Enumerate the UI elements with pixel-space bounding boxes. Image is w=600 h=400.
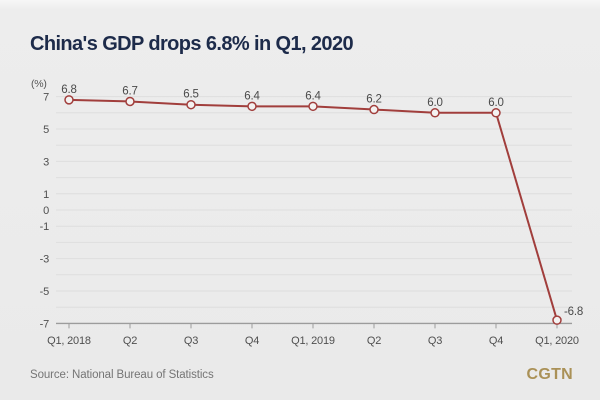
data-point-label: -6.8 bbox=[564, 306, 583, 318]
cgtn-logo: CGTN bbox=[526, 366, 573, 383]
x-axis-tick-label: Q2 bbox=[367, 335, 381, 347]
data-point-marker bbox=[64, 95, 74, 105]
x-axis-tick-label: Q1, 2020 bbox=[535, 335, 579, 347]
y-axis-tick-label: 5 bbox=[43, 124, 49, 136]
chart-title: China's GDP drops 6.8% in Q1, 2020 bbox=[30, 33, 354, 55]
y-axis-tick-label: 7 bbox=[43, 92, 49, 104]
y-axis-tick-label: 1 bbox=[43, 189, 49, 201]
data-point-marker bbox=[186, 99, 196, 110]
data-point-marker bbox=[125, 96, 135, 107]
data-point-label: 6.0 bbox=[427, 97, 442, 109]
x-axis-tick-label: Q3 bbox=[184, 335, 198, 347]
y-axis-tick-label: -3 bbox=[40, 254, 49, 266]
data-point-label: 6.4 bbox=[244, 90, 260, 102]
data-point-marker bbox=[430, 108, 440, 118]
y-axis-unit-label: (%) bbox=[31, 78, 47, 90]
data-point-marker bbox=[552, 315, 562, 325]
source-note: Source: National Bureau of Statistics bbox=[30, 369, 214, 381]
data-point-marker bbox=[247, 101, 257, 112]
x-axis-tick-label: Q2 bbox=[123, 335, 137, 347]
data-point-label: 6.2 bbox=[366, 94, 381, 106]
data-point-label: 6.4 bbox=[305, 90, 321, 102]
y-axis-tick-label: 3 bbox=[43, 156, 49, 168]
data-point-marker bbox=[369, 104, 379, 115]
data-point-label: 6.7 bbox=[122, 85, 137, 97]
x-axis-tick-label: Q1, 2018 bbox=[47, 335, 91, 347]
x-axis-tick-label: Q3 bbox=[428, 335, 442, 347]
data-point-label: 6.5 bbox=[183, 89, 198, 101]
data-point-marker bbox=[491, 108, 501, 118]
data-point-label: 6.0 bbox=[488, 97, 503, 109]
x-axis-tick-label: Q4 bbox=[245, 335, 259, 347]
y-axis-tick-label: -5 bbox=[40, 286, 49, 298]
y-axis-tick-label: 0 bbox=[43, 205, 49, 217]
y-axis-tick-label: -7 bbox=[40, 318, 49, 330]
x-axis-tick-label: Q4 bbox=[489, 335, 503, 347]
data-point-marker bbox=[308, 101, 318, 112]
data-point-label: 6.8 bbox=[61, 84, 76, 96]
y-axis-tick-label: -1 bbox=[40, 221, 49, 233]
x-axis-tick-label: Q1, 2019 bbox=[291, 335, 335, 347]
